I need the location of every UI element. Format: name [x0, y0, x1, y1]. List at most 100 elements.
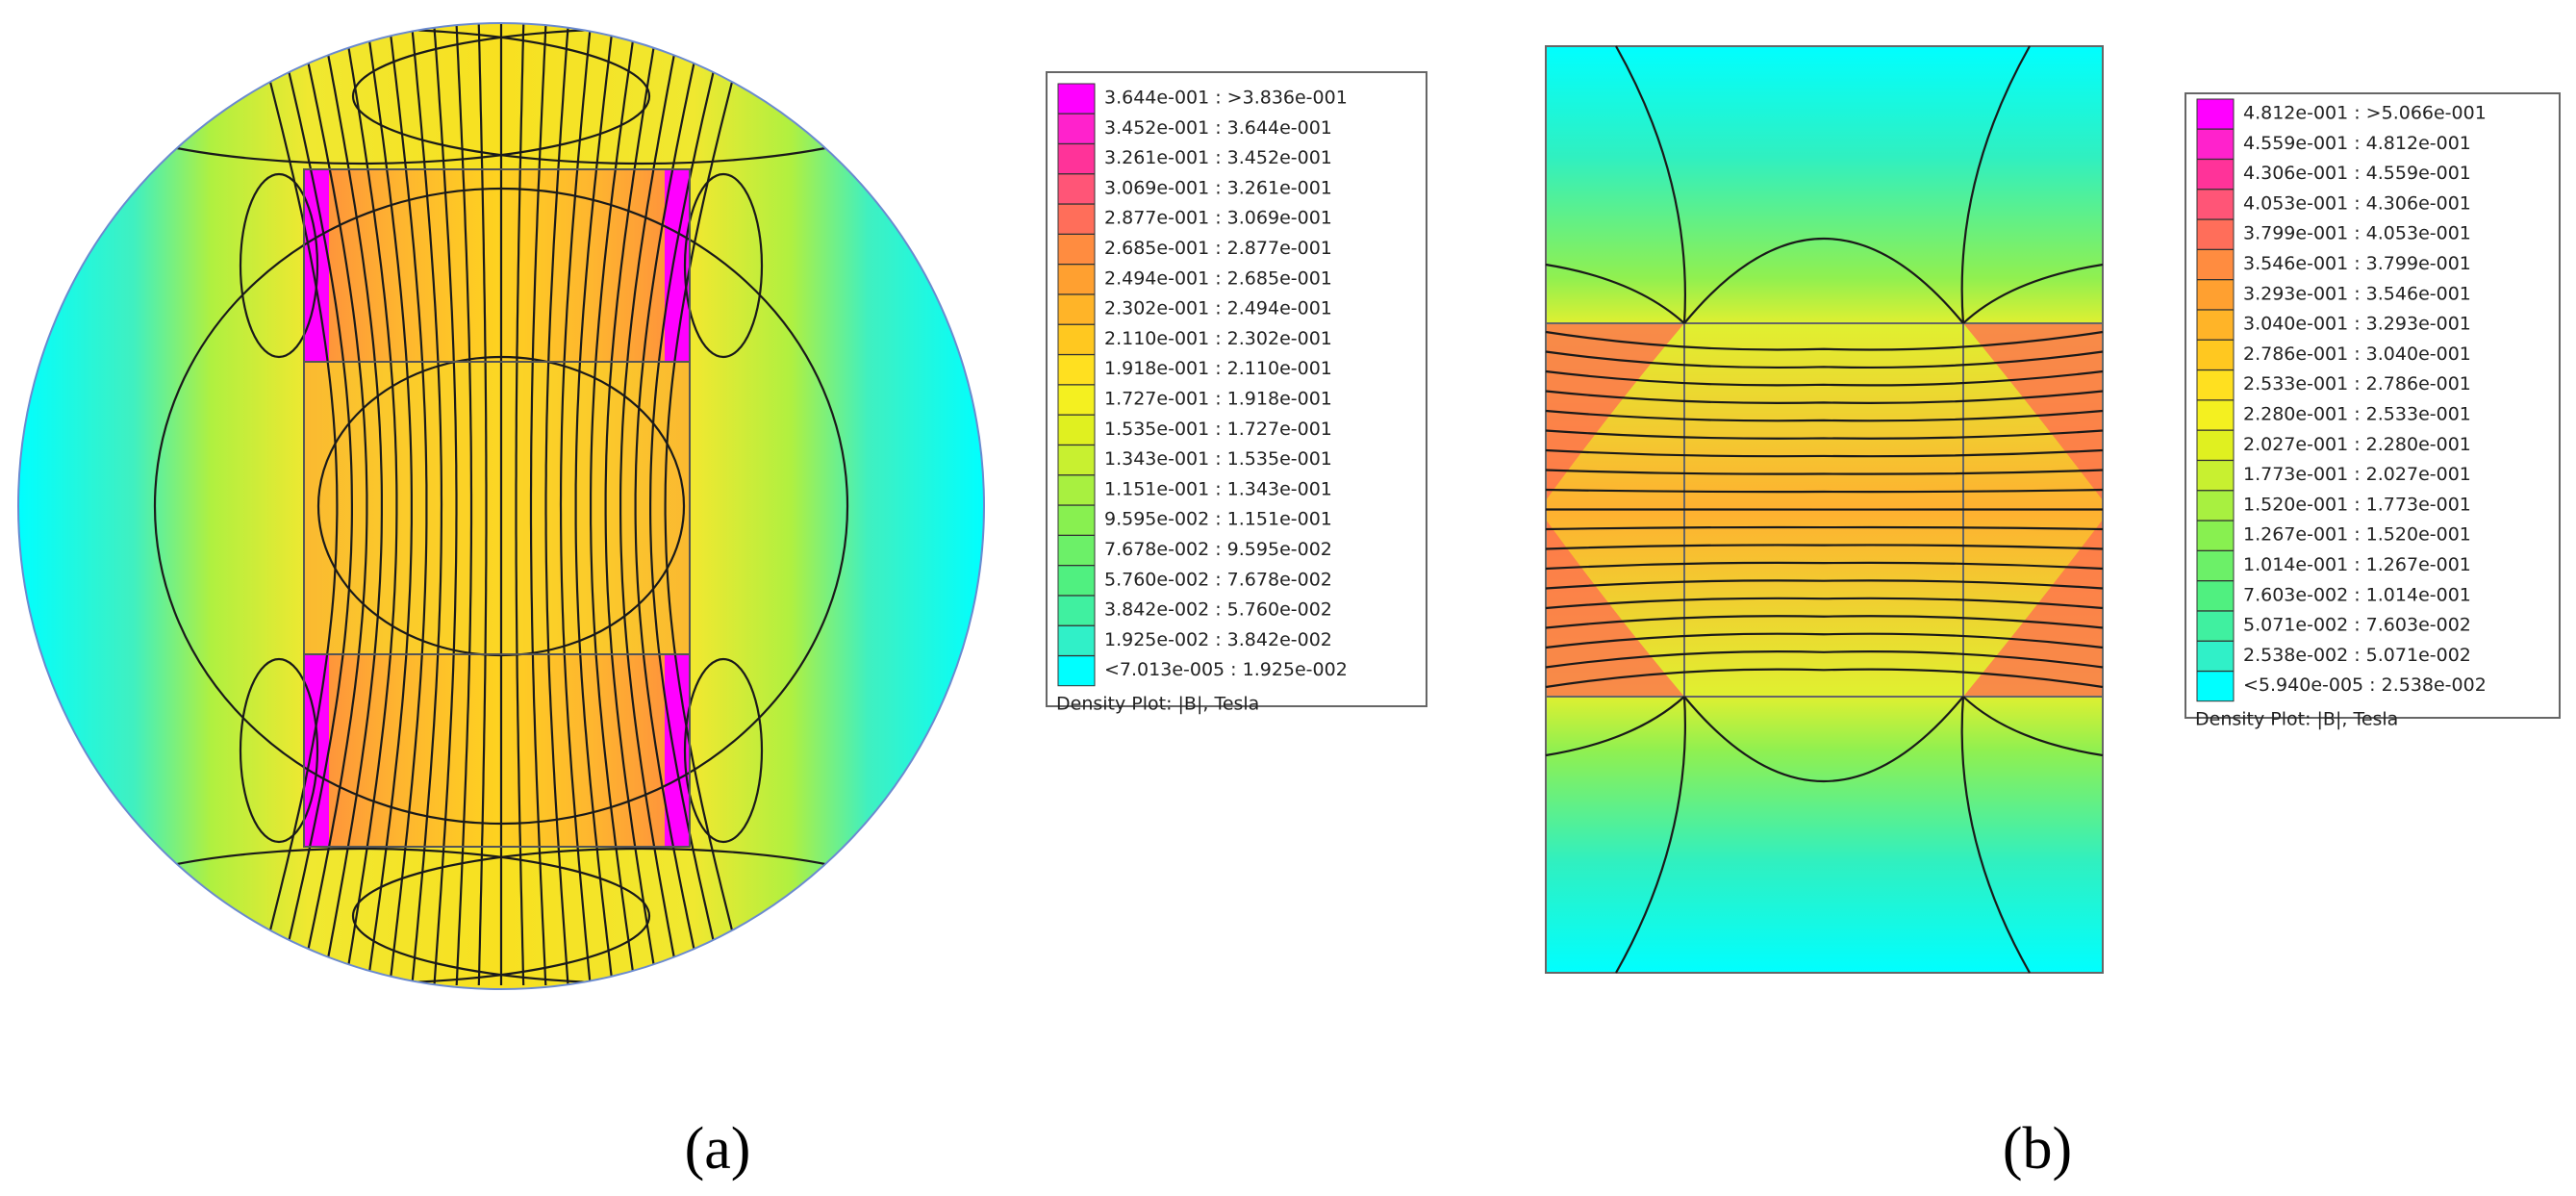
legend-swatch [1057, 293, 1096, 325]
field-line [343, 23, 398, 986]
pole-regions [1546, 323, 2103, 697]
field-line [455, 23, 473, 986]
legend-swatch [2196, 490, 2235, 522]
legend-swatch [2196, 128, 2235, 160]
legend-entry: 2.877e-001 : 3.069e-001 [1104, 208, 1332, 229]
legend-swatch [1057, 384, 1096, 416]
legend-swatch [2196, 610, 2235, 642]
legend-entry: 4.306e-001 : 4.559e-001 [2243, 163, 2471, 184]
field-loop [239, 657, 319, 844]
legend-entry: 3.069e-001 : 3.261e-001 [1104, 177, 1332, 198]
field-loop [153, 187, 849, 826]
legend-entry: 5.071e-002 : 7.603e-002 [2243, 615, 2471, 636]
field-line [590, 23, 637, 986]
field-plot-b [1545, 45, 2104, 974]
legend-entry: 2.494e-001 : 2.685e-001 [1104, 267, 1332, 289]
field-line [1545, 544, 2104, 550]
field-line [1545, 696, 2104, 757]
legend-swatch [1057, 113, 1096, 144]
outlines [303, 168, 691, 848]
legend-entry: 2.685e-001 : 2.877e-001 [1104, 238, 1332, 259]
field-line [1545, 330, 2104, 351]
legend-swatch [2196, 98, 2235, 130]
legend-entry: 1.773e-001 : 2.027e-001 [2243, 464, 2471, 485]
legend-swatch [2196, 189, 2235, 220]
legend-swatch [1057, 323, 1096, 355]
field-line [634, 23, 704, 986]
legend-swatch [1057, 173, 1096, 205]
legend-entry: 3.644e-001 : >3.836e-001 [1104, 88, 1348, 109]
legend-swatch [1057, 655, 1096, 687]
legend-swatch [2196, 550, 2235, 581]
legend-footer: Density Plot: |B|, Tesla [2195, 709, 2398, 730]
legend-box [1046, 71, 1427, 707]
legend-entry: 1.520e-001 : 1.773e-001 [2243, 494, 2471, 515]
legend-entry: 3.546e-001 : 3.799e-001 [2243, 253, 2471, 274]
field-line [1545, 632, 2104, 649]
legend-swatch [1057, 595, 1096, 626]
legend-swatch [2196, 369, 2235, 401]
legend-swatch [1057, 565, 1096, 597]
legend-entry: 1.535e-001 : 1.727e-001 [1104, 419, 1332, 440]
legend-swatch [1057, 234, 1096, 265]
field-line [515, 23, 525, 986]
legend-entry: 3.842e-002 : 5.760e-002 [1104, 599, 1332, 621]
field-line [1545, 350, 2104, 369]
legend-entry: 3.261e-001 : 3.452e-001 [1104, 147, 1332, 168]
field-line [1545, 597, 2104, 610]
field-line [276, 23, 353, 986]
field-line [1545, 469, 2104, 475]
field-loop [683, 172, 764, 359]
legend-swatch [1057, 83, 1096, 115]
legend-entry: <7.013e-005 : 1.925e-002 [1104, 659, 1348, 680]
field-line [1545, 668, 2104, 689]
field-line [1545, 390, 2104, 404]
legend-entry: 3.799e-001 : 4.053e-001 [2243, 223, 2471, 244]
field-line [388, 23, 428, 986]
field-line [433, 23, 458, 986]
legend-entry: 2.110e-001 : 2.302e-001 [1104, 328, 1332, 349]
legend: 4.812e-001 : >5.066e-001 4.559e-001 : 4.8… [2185, 92, 2561, 730]
panel-caption: (a) [685, 1116, 751, 1182]
field-line [1545, 650, 2104, 669]
legend-swatch [1057, 445, 1096, 476]
legend-swatch [1057, 624, 1096, 656]
legend-entry: 1.343e-001 : 1.535e-001 [1104, 448, 1332, 470]
field-line [366, 23, 413, 986]
field-line [320, 23, 383, 986]
field-loop [683, 657, 764, 844]
legend-footer: Density Plot: |B|, Tesla [1056, 694, 1259, 715]
field-line [1615, 45, 1687, 974]
legend-entry: 7.603e-002 : 1.014e-001 [2243, 584, 2471, 605]
domain-outline [17, 22, 985, 990]
legend-swatch [2196, 671, 2235, 702]
legend-entry: 5.760e-002 : 7.678e-002 [1104, 569, 1332, 590]
legend-swatch [1057, 354, 1096, 386]
legend-entry: 7.678e-002 : 9.595e-002 [1104, 539, 1332, 560]
legend-entry: 3.293e-001 : 3.546e-001 [2243, 283, 2471, 304]
field-plot-a [17, 22, 985, 990]
legend-swatch [2196, 159, 2235, 191]
legend-swatch [1057, 504, 1096, 536]
field-line [529, 23, 547, 986]
legend-entry: 3.040e-001 : 3.293e-001 [2243, 314, 2471, 335]
field-line [1545, 263, 2104, 324]
gap-region [304, 362, 690, 654]
panel-caption: (b) [2003, 1116, 2072, 1182]
legend-swatch [2196, 249, 2235, 280]
field-line [649, 23, 726, 986]
legend-entry: 9.595e-002 : 1.151e-001 [1104, 509, 1332, 530]
field-line [298, 23, 368, 986]
field-line [1545, 615, 2104, 629]
legend-swatch [2196, 520, 2235, 551]
legend-entry: 1.925e-002 : 3.842e-002 [1104, 629, 1332, 650]
field-line [1545, 525, 2104, 531]
field-line [619, 23, 682, 986]
field-line [1545, 409, 2104, 422]
field-line [477, 23, 488, 986]
legend-swatch [2196, 580, 2235, 612]
field-line [1960, 45, 2031, 974]
legend-swatch [2196, 640, 2235, 672]
legend-swatch [2196, 218, 2235, 250]
legend-entry: 4.053e-001 : 4.306e-001 [2243, 192, 2471, 214]
